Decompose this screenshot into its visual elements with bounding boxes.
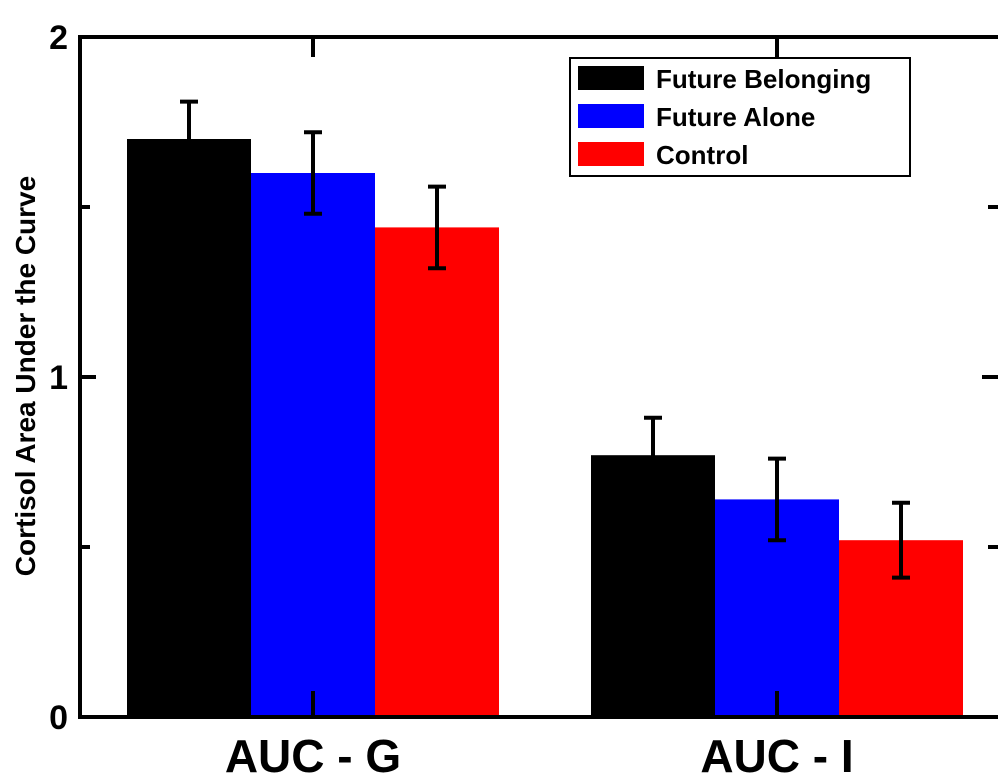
bar-2-0 xyxy=(375,227,499,717)
y-tick-label-1: 1 xyxy=(49,359,68,397)
bar-1-0 xyxy=(251,173,375,717)
legend-label-0: Future Belonging xyxy=(656,64,871,94)
legend-label-2: Control xyxy=(656,140,748,170)
bar-0-0 xyxy=(127,139,251,717)
x-category-label-1: AUC - I xyxy=(700,730,853,779)
y-tick-label-0: 0 xyxy=(49,699,68,737)
bars-layer xyxy=(127,139,963,717)
x-category-label-0: AUC - G xyxy=(225,730,401,779)
bar-0-1 xyxy=(591,455,715,717)
y-axis-ticks: 0 1 2 xyxy=(49,19,998,737)
legend-label-1: Future Alone xyxy=(656,102,815,132)
legend: Future Belonging Future Alone Control xyxy=(569,57,911,177)
legend-swatch-2 xyxy=(578,142,644,166)
y-tick-label-2: 2 xyxy=(49,19,68,57)
legend-swatch-0 xyxy=(578,66,644,90)
error-bars-layer xyxy=(180,99,910,580)
y-axis-title: Cortisol Area Under the Curve xyxy=(10,176,41,576)
x-axis-categories: AUC - G AUC - I xyxy=(225,37,854,779)
legend-swatch-1 xyxy=(578,104,644,128)
